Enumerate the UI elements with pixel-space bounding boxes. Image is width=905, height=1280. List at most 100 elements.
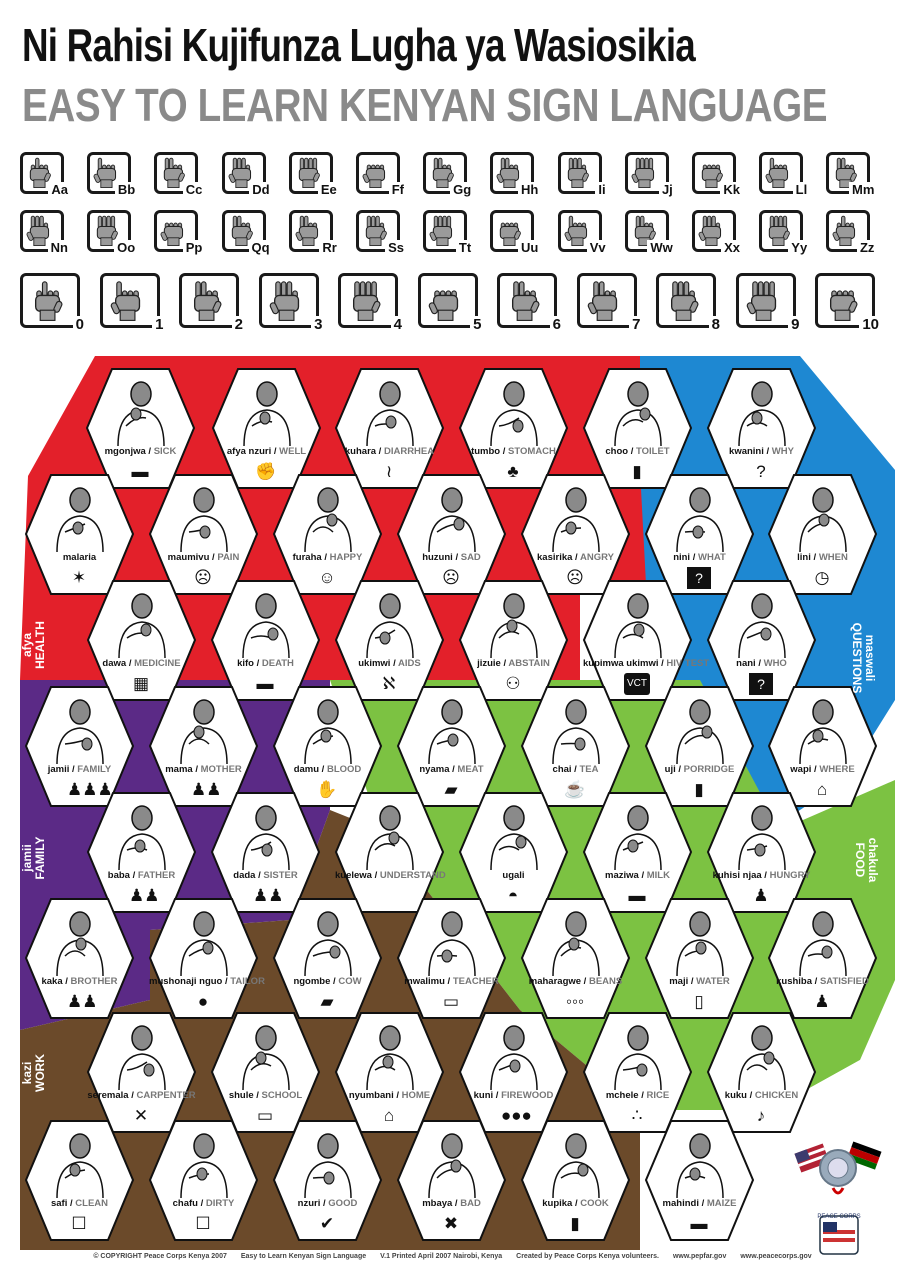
sign-caption: mahindi / MAIZE [645, 1198, 754, 1209]
swahili-word: lini [797, 552, 811, 563]
tile-label: 5 [470, 316, 484, 333]
number-tile-2: 2 [179, 273, 245, 333]
coffin-icon: ▬ [256, 674, 274, 693]
english-word: STOMACH [508, 446, 556, 457]
signing-person-icon [417, 1130, 487, 1199]
english-word: MOTHER [200, 764, 242, 775]
signing-person-icon [603, 590, 673, 659]
tile-label: Qq [248, 240, 272, 255]
sign-cell-kuelewa: kuelewa / UNDERSTAND [333, 790, 446, 915]
section-label-questions: maswali QUESTIONS [850, 618, 877, 698]
sister-icon: ♟♟ [253, 886, 284, 905]
hand-sign-icon [429, 156, 455, 189]
hand-sign-icon [765, 214, 791, 247]
swahili-word: kuelewa [335, 870, 372, 881]
sign-cell-kaka: kaka / BROTHER ♟♟ [23, 896, 136, 1021]
swahili-word: mchele [605, 1090, 639, 1101]
section-label-food: chakula FOOD [853, 820, 880, 900]
footer-item: www.pepfar.gov [672, 1253, 727, 1260]
title-swahili: Ni Rahisi Kujifunza Lugha ya Wasiosikia [22, 19, 696, 71]
hand-sign-icon [93, 214, 119, 247]
blackboard-icon: ▭ [442, 992, 460, 1011]
caption-separator: / [452, 552, 461, 563]
sign-caption: seremala / CARPENTER [87, 1090, 196, 1101]
sign-caption: mwalimu / TEACHER [397, 976, 506, 987]
caption-separator: / [755, 658, 764, 669]
caption-separator: / [761, 870, 770, 881]
sign-cell-maumivu: maumivu / PAIN ☹ [147, 472, 260, 597]
letter-tile-Aa: Aa [20, 152, 70, 197]
tile-label: Hh [518, 182, 541, 197]
thread-icon: ● [197, 992, 209, 1011]
number-tile-6: 6 [497, 273, 563, 333]
english-word: CARPENTER [136, 1090, 196, 1101]
tile-label: Kk [720, 182, 742, 197]
hand-sign-icon [496, 156, 522, 189]
sign-caption: choo / TOILET [583, 446, 692, 457]
sign-cell-chafu: chafu / DIRTY ☐ [147, 1118, 260, 1243]
hand-sign-icon [269, 279, 303, 321]
swahili-word: kaka [41, 976, 63, 987]
sign-cell-kuni: kuni / FIREWOOD ●●● [457, 1010, 570, 1135]
signing-person-icon [355, 1022, 425, 1091]
footer-item: V.1 Printed April 2007 Nairobi, Kenya [380, 1253, 503, 1260]
sign-cell-maziwa: maziwa / MILK ▬ [581, 790, 694, 915]
caption-separator: / [444, 976, 453, 987]
signing-person-icon [45, 1130, 115, 1199]
sign-caption: ugali [459, 870, 568, 881]
letter-tile-Ff: Ff [356, 152, 406, 197]
full-person-icon: ♟ [814, 992, 830, 1011]
sign-cell-maji: maji / WATER ▯ [643, 896, 756, 1021]
house-icon: ⌂ [383, 1106, 395, 1125]
signing-person-icon [355, 590, 425, 659]
sign-caption: jizuie / ABSTAIN [459, 658, 568, 669]
caption-separator: / [321, 552, 330, 563]
hand-sign-icon [698, 156, 724, 189]
glass-icon: ▯ [694, 992, 704, 1011]
maize-icon: ▬ [690, 1214, 708, 1233]
section-label-family: jamii FAMILY [20, 818, 47, 898]
english-word: BROTHER [70, 976, 118, 987]
hungry-icon: ♟ [753, 886, 769, 905]
swahili-word: mbaya [422, 1198, 453, 1209]
drip-icon: ≀ [385, 462, 393, 481]
number-tile-5: 5 [417, 273, 484, 333]
sign-cell-safi: safi / CLEAN ☐ [23, 1118, 136, 1243]
hand-sign-icon [110, 279, 144, 321]
english-word: WHO [763, 658, 787, 669]
swahili-word: choo [605, 446, 629, 457]
swahili-word: mama [165, 764, 193, 775]
tile-label: Ee [317, 182, 339, 197]
tile-label: Xx [721, 240, 742, 255]
caption-separator: / [688, 976, 697, 987]
swahili-word: chai [552, 764, 572, 775]
signing-person-icon [479, 802, 549, 871]
number-tile-9: 9 [735, 273, 802, 333]
caption-separator: / [638, 1090, 647, 1101]
sign-cell-mama: mama / MOTHER ♟♟ [147, 684, 260, 809]
letter-tile-Tt: Tt [423, 210, 474, 255]
english-word: SAD [460, 552, 481, 563]
caption-separator: / [67, 1198, 76, 1209]
tile-label: Ll [792, 182, 810, 197]
number-tile-4: 4 [338, 273, 404, 333]
caption-separator: / [500, 446, 509, 457]
caption-separator: / [581, 976, 589, 987]
stomach-icon: ♣ [507, 462, 519, 481]
caption-separator: / [255, 870, 264, 881]
sign-cell-kifo: kifo / DEATH ▬ [209, 578, 322, 703]
signing-person-icon [106, 378, 176, 447]
sign-caption: nani / WHO [707, 658, 816, 669]
sign-cell-mchele: mchele / RICE ∴ [581, 1010, 694, 1135]
firewood-icon: ●●● [501, 1106, 532, 1125]
signing-person-icon [727, 802, 797, 871]
swahili-word: kuhisi njaa [712, 870, 762, 881]
letter-tile-Ww: Ww [624, 210, 675, 255]
section-label-health: afya HEALTH [20, 605, 47, 685]
sign-cell-malaria: malaria ✶ [23, 472, 136, 597]
english-word: HAPPY [329, 552, 363, 563]
sign-caption: nini / WHAT [645, 552, 754, 563]
caption-separator: / [145, 446, 154, 457]
sign-caption: uji / PORRIDGE [645, 764, 754, 775]
english-word: WHEN [818, 552, 848, 563]
